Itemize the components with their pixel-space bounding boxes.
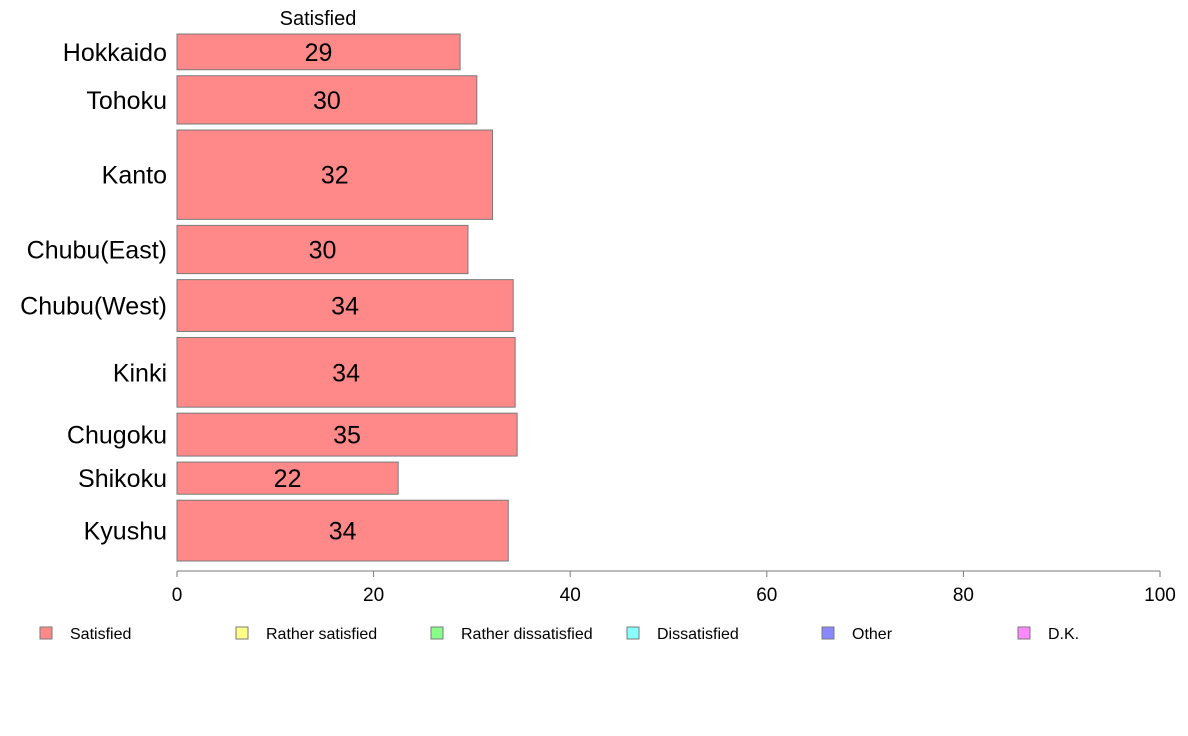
legend-label: Rather dissatisfied [461,626,593,643]
legend-label: Rather satisfied [266,626,377,643]
category-label: Kanto [102,162,167,190]
legend-swatch [1017,626,1031,640]
bar [176,461,399,495]
category-label: Hokkaido [63,39,167,67]
bar [176,75,478,125]
category-label: Chubu(West) [20,293,167,321]
bar [176,224,469,275]
bar-value-label: 34 [331,293,359,321]
legend-swatch [39,626,53,640]
category-label: Kinki [113,359,167,387]
legend-label: D.K. [1048,626,1079,643]
legend-swatch [626,626,640,640]
x-tick-label: 60 [756,585,777,606]
bar [176,279,514,332]
bar-value-label: 34 [329,518,357,546]
bar [176,33,461,71]
bar-value-label: 30 [309,237,337,265]
bar-value-label: 32 [321,162,349,190]
legend-swatch [821,626,835,640]
bar-value-label: 34 [332,359,360,387]
category-label: Kyushu [84,518,167,546]
category-label: Shikoku [78,465,167,493]
bar-value-label: 22 [274,465,302,493]
bar-value-label: 29 [305,39,333,67]
series-top-label: Satisfied [280,8,357,30]
legend-label: Dissatisfied [657,626,739,643]
x-tick-label: 100 [1144,585,1176,606]
legend-swatch [235,626,249,640]
bar [176,412,518,457]
bar [176,499,509,562]
bar [176,336,516,408]
x-tick-label: 40 [560,585,581,606]
category-label: Chugoku [67,422,167,450]
legend-label: Satisfied [70,626,131,643]
category-label: Chubu(East) [27,237,167,265]
x-tick-label: 20 [363,585,384,606]
legend-swatch [430,626,444,640]
bar-value-label: 30 [313,87,341,115]
bar [176,129,494,220]
x-tick-label: 80 [953,585,974,606]
legend-label: Other [852,626,893,643]
x-tick-label: 0 [172,585,183,606]
category-label: Tohoku [86,87,167,115]
bar-value-label: 35 [333,422,361,450]
